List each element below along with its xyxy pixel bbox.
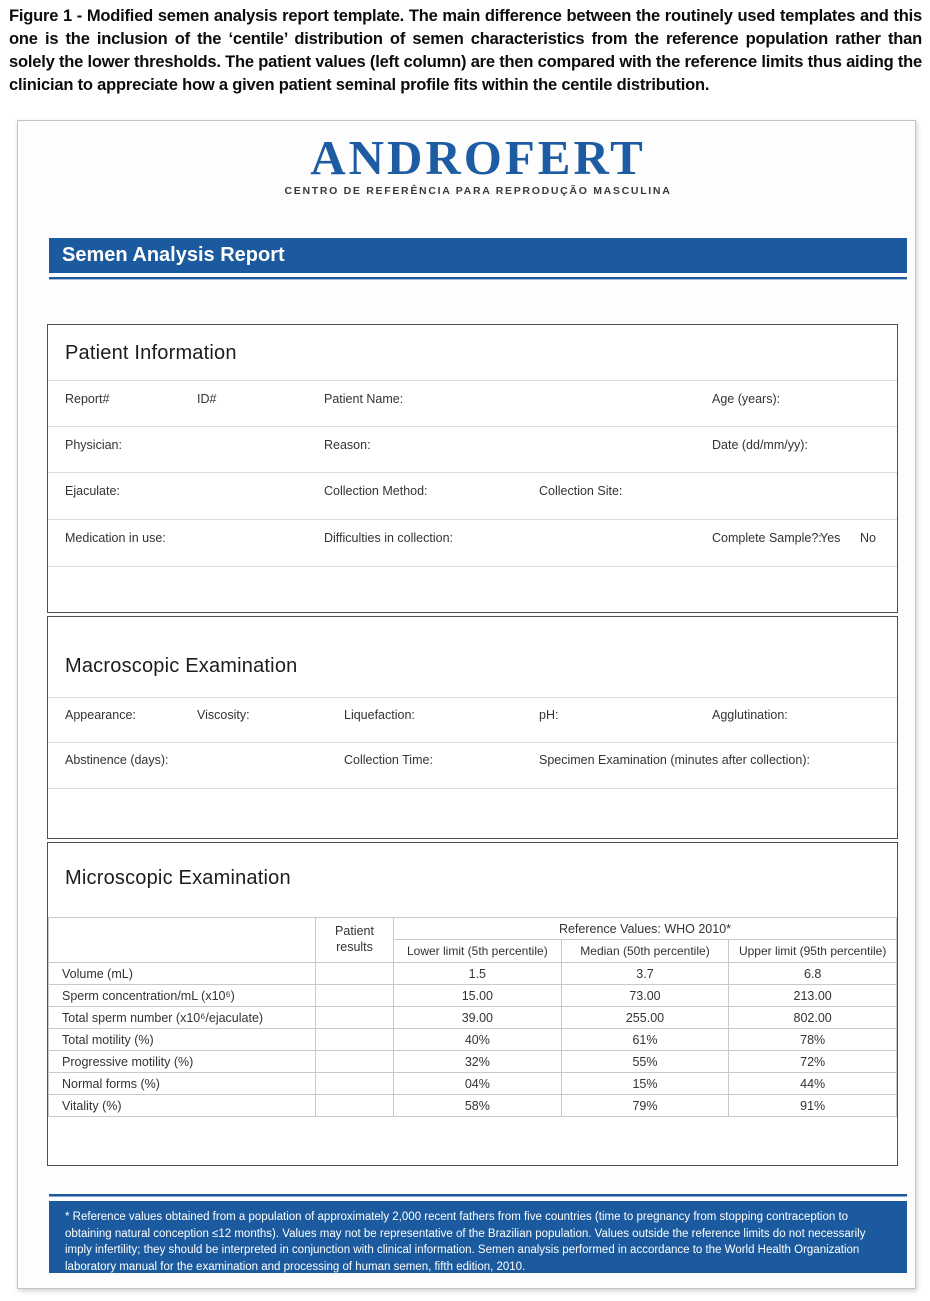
reference-values-header: Reference Values: WHO 2010* [393,917,897,940]
parameter-label: Vitality (%) [48,1094,316,1117]
row-divider [48,380,897,381]
field-difficulties-collection: Difficulties in collection: [324,531,453,545]
parameter-label: Normal forms (%) [48,1072,316,1095]
clinic-logo: ANDROFERT CENTRO DE REFERÊNCIA PARA REPR… [49,130,907,198]
patient-result-cell [315,1072,394,1095]
table-header-row: Patient results Reference Values: WHO 20… [48,917,897,963]
field-abstinence: Abstinence (days): [65,753,169,767]
patient-result-cell [315,962,394,985]
field-report-number: Report# [65,392,110,406]
patient-result-cell [315,1094,394,1117]
patient-result-cell [315,1050,394,1073]
banner-underline [49,277,907,280]
table-subheader-row: Lower limit (5th percentile) Median (50t… [49,939,897,963]
field-ph: pH: [539,708,559,722]
row-divider [48,472,897,473]
clinic-logo-wordmark: ANDROFERT [310,130,646,185]
row-divider [48,426,897,427]
table-row-sperm-concentration: Sperm concentration/mL (x10⁶) 15.00 73.0… [48,984,897,1007]
upper-limit-header: Upper limit (95th percentile) [728,939,897,963]
upper-value: 6.8 [728,962,897,985]
field-patient-name: Patient Name: [324,392,404,406]
median-value: 61% [560,1028,730,1051]
row-divider [48,742,897,743]
lower-value: 32% [393,1050,562,1073]
field-specimen-examination: Specimen Examination (minutes after coll… [539,753,810,767]
table-row-total-sperm-number: Total sperm number (x10⁶/ejaculate) 39.0… [48,1006,897,1029]
upper-value: 91% [728,1094,897,1117]
lower-value: 58% [393,1094,562,1117]
field-appearance: Appearance: [65,708,136,722]
median-header: Median (50th percentile) [560,939,730,963]
upper-value: 78% [728,1028,897,1051]
field-id-number: ID# [197,392,217,406]
row-divider [48,697,897,698]
microscopic-examination-title: Microscopic Examination [65,867,291,889]
row-divider [48,788,897,789]
field-collection-method: Collection Method: [324,484,428,498]
upper-value: 213.00 [728,984,897,1007]
complete-sample-yes-option: Yes [820,531,841,545]
lower-value: 1.5 [393,962,562,985]
report-title-banner: Semen Analysis Report [49,238,907,273]
patient-information-section: Patient Information Report# ID# Patient … [47,324,898,613]
table-row-volume: Volume (mL) 1.5 3.7 6.8 [48,962,897,985]
field-reason: Reason: [324,438,371,452]
parameter-label: Volume (mL) [48,962,316,985]
median-value: 3.7 [560,962,730,985]
field-age: Age (years): [712,392,781,406]
patient-information-title: Patient Information [65,342,237,364]
median-value: 15% [560,1072,730,1095]
complete-sample-no-option: No [860,531,876,545]
field-ejaculate: Ejaculate: [65,484,120,498]
table-row-vitality: Vitality (%) 58% 79% 91% [48,1094,897,1117]
macroscopic-examination-section: Macroscopic Examination Appearance: Visc… [47,616,898,839]
figure-caption: Figure 1 - Modified semen analysis repor… [9,7,922,94]
parameter-label: Progressive motility (%) [48,1050,316,1073]
lower-value: 39.00 [393,1006,562,1029]
field-viscosity: Viscosity: [197,708,250,722]
row-divider [48,519,897,520]
patient-result-cell [315,1028,394,1051]
reference-values-table: Patient results Reference Values: WHO 20… [48,917,897,1117]
empty-header-cell [48,917,316,963]
median-value: 255.00 [560,1006,730,1029]
table-row-normal-forms: Normal forms (%) 04% 15% 44% [48,1072,897,1095]
median-value: 55% [560,1050,730,1073]
footnote-top-rule [49,1194,907,1197]
field-liquefaction: Liquefaction: [344,708,415,722]
lower-value: 40% [393,1028,562,1051]
median-value: 79% [560,1094,730,1117]
patient-results-header: Patient results [315,917,394,963]
parameter-label: Sperm concentration/mL (x10⁶) [48,984,316,1007]
upper-value: 72% [728,1050,897,1073]
lower-value: 04% [393,1072,562,1095]
field-collection-site: Collection Site: [539,484,623,498]
field-agglutination: Agglutination: [712,708,788,722]
upper-value: 802.00 [728,1006,897,1029]
microscopic-examination-section: Microscopic Examination Patient results … [47,842,898,1166]
patient-result-cell [315,1006,394,1029]
parameter-label: Total sperm number (x10⁶/ejaculate) [48,1006,316,1029]
lower-limit-header: Lower limit (5th percentile) [393,939,562,963]
patient-result-cell [315,984,394,1007]
table-row-progressive-motility: Progressive motility (%) 32% 55% 72% [48,1050,897,1073]
clinic-logo-subtitle: CENTRO DE REFERÊNCIA PARA REPRODUÇÃO MAS… [284,185,672,198]
lower-value: 15.00 [393,984,562,1007]
row-divider [48,566,897,567]
median-value: 73.00 [560,984,730,1007]
field-complete-sample: Complete Sample?: [712,531,822,545]
field-date: Date (dd/mm/yy): [712,438,808,452]
field-medication-in-use: Medication in use: [65,531,166,545]
macroscopic-examination-title: Macroscopic Examination [65,655,298,677]
upper-value: 44% [728,1072,897,1095]
report-title: Semen Analysis Report [62,244,285,266]
field-physician: Physician: [65,438,122,452]
parameter-label: Total motility (%) [48,1028,316,1051]
field-collection-time: Collection Time: [344,753,433,767]
reference-footnote: * Reference values obtained from a popul… [49,1201,907,1273]
report-page: ANDROFERT CENTRO DE REFERÊNCIA PARA REPR… [17,120,916,1289]
table-row-total-motility: Total motility (%) 40% 61% 78% [48,1028,897,1051]
